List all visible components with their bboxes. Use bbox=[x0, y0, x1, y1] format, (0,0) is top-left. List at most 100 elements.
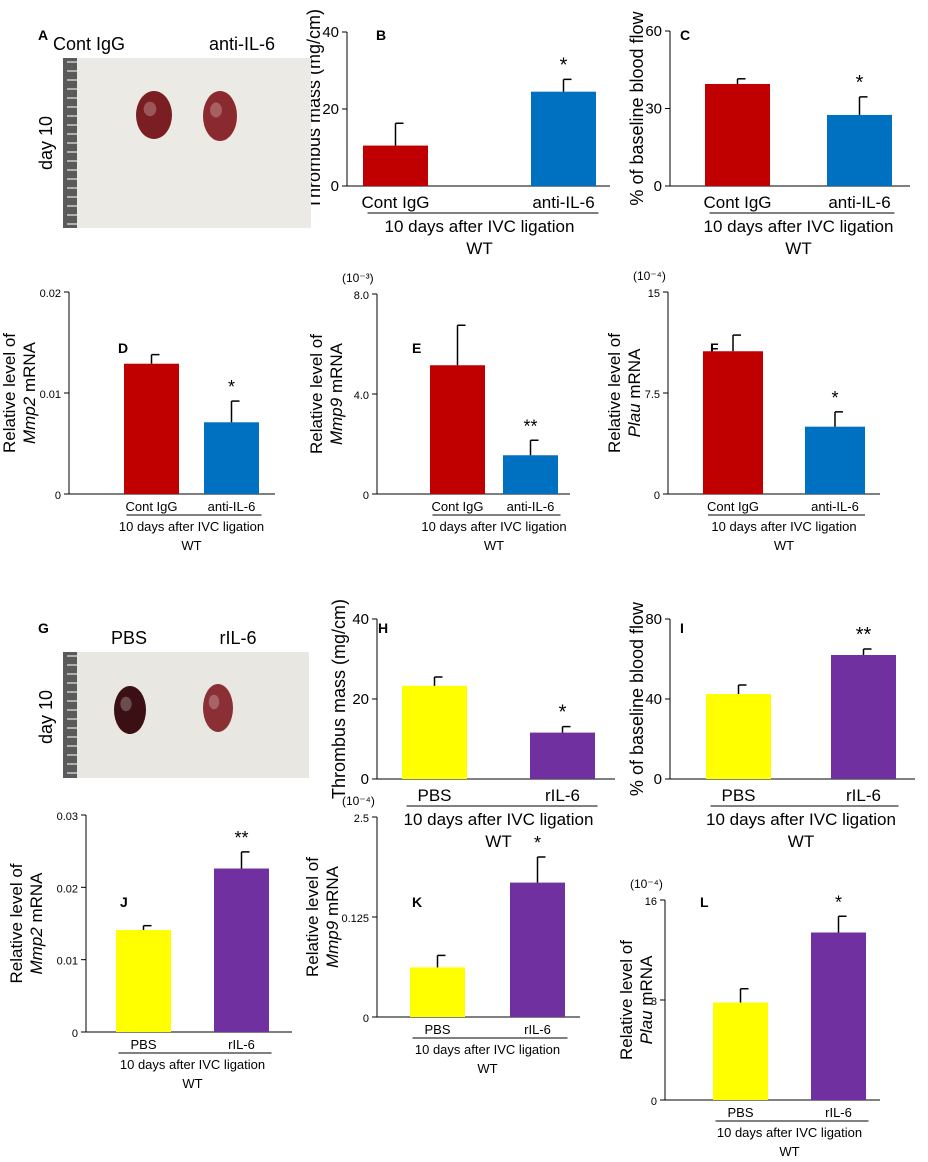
y-axis-label: % of baseline blood flow bbox=[627, 10, 647, 205]
y-axis-label-part: mRNA bbox=[637, 955, 656, 1010]
category-label: rIL-6 bbox=[545, 786, 580, 805]
y-tick-label: 0.02 bbox=[40, 288, 61, 300]
y-axis-label: Relative level of bbox=[0, 333, 19, 453]
group-label: WT bbox=[181, 538, 201, 553]
panel-letter: I bbox=[680, 620, 684, 636]
y-axis-label: % of baseline blood flow bbox=[627, 601, 647, 796]
y-tick-label: 0 bbox=[363, 490, 369, 502]
panel-letter: D bbox=[118, 340, 128, 356]
y-axis-label-part: Plau bbox=[625, 403, 644, 438]
category-label: rIL-6 bbox=[228, 1037, 255, 1052]
x-caption: 10 days after IVC ligation bbox=[120, 1057, 265, 1072]
category-label: Cont IgG bbox=[703, 193, 771, 212]
panel-letter: E bbox=[412, 340, 421, 356]
y-tick-label: 80 bbox=[645, 611, 662, 628]
y-tick-label: 0 bbox=[361, 771, 369, 788]
y-axis-label-part: mRNA bbox=[327, 342, 346, 397]
y-axis-label-line2: Mmp2 mRNA bbox=[20, 341, 39, 444]
panel-letter: L bbox=[700, 894, 709, 910]
bar-1 bbox=[402, 685, 467, 779]
photo-background bbox=[63, 652, 309, 778]
bar-1 bbox=[116, 930, 171, 1032]
y-tick-label: 0 bbox=[654, 490, 660, 502]
specimen-highlight bbox=[143, 101, 157, 117]
y-tick-label: 0 bbox=[651, 1096, 657, 1108]
significance-mark: * bbox=[831, 388, 838, 408]
y-tick-label: 20 bbox=[352, 691, 369, 708]
significance-mark: * bbox=[534, 833, 541, 853]
panel-e: E (10⁻³) 0 4.0 8.0 Cont IgG ** anti-IL-6 10 days… bbox=[307, 271, 570, 553]
panel-i: I 0 40 80 PBS ** rIL-6 10 days after IVC ligati… bbox=[627, 601, 915, 851]
y-axis-label-line2: Mmp9 mRNA bbox=[327, 342, 346, 445]
category-label: Cont IgG bbox=[125, 499, 177, 514]
exponent-note: (10⁻⁴) bbox=[633, 269, 666, 283]
bar-1 bbox=[706, 694, 771, 779]
group-label: WT bbox=[785, 239, 811, 258]
day-label: day 10 bbox=[36, 690, 56, 744]
y-axis-label: Relative level of bbox=[605, 333, 624, 453]
group-label: WT bbox=[484, 538, 504, 553]
bar-2 bbox=[827, 114, 892, 186]
bar-2 bbox=[510, 882, 565, 1017]
x-caption: 10 days after IVC ligation bbox=[385, 217, 575, 236]
category-label: PBS bbox=[721, 786, 755, 805]
bar-1 bbox=[124, 363, 179, 494]
y-tick-label: 8 bbox=[651, 996, 657, 1008]
panel-letter: C bbox=[680, 27, 690, 43]
y-axis-label-part: mRNA bbox=[625, 348, 644, 403]
y-axis-label-line2: Plau mRNA bbox=[625, 348, 644, 437]
bar-1 bbox=[705, 83, 770, 186]
y-axis-label-part: mRNA bbox=[20, 341, 39, 396]
y-tick-label: 40 bbox=[322, 24, 339, 41]
y-axis-label-line2: Plau mRNA bbox=[637, 955, 656, 1044]
panel-f: F (10⁻⁴) 0 7.5 15 Cont IgG * anti-IL-6 10 days a… bbox=[605, 269, 880, 553]
photo-label-left: Cont IgG bbox=[53, 34, 125, 54]
category-label: PBS bbox=[417, 786, 451, 805]
y-tick-label: 16 bbox=[645, 896, 657, 908]
panel-letter: F bbox=[710, 340, 719, 356]
y-axis-label: Relative level of bbox=[7, 863, 26, 983]
group-label: WT bbox=[779, 1144, 799, 1159]
category-label: anti-IL-6 bbox=[828, 193, 890, 212]
panel-b: B 0 20 40 Cont IgG * anti-IL-6 10 days after IV… bbox=[304, 9, 610, 258]
day-label: day 10 bbox=[36, 116, 56, 170]
y-tick-label: 0 bbox=[55, 490, 61, 502]
y-tick-label: 7.5 bbox=[645, 389, 660, 401]
y-tick-label: 0 bbox=[72, 1028, 78, 1040]
bar-2 bbox=[805, 426, 865, 494]
panel-letter: B bbox=[376, 27, 386, 43]
y-axis-label-part: mRNA bbox=[27, 872, 46, 927]
x-caption: 10 days after IVC ligation bbox=[704, 217, 894, 236]
x-caption: 10 days after IVC ligation bbox=[119, 519, 264, 534]
y-axis-label-part: mRNA bbox=[323, 865, 342, 920]
y-tick-label: 20 bbox=[322, 101, 339, 118]
y-tick-label: 0 bbox=[654, 771, 662, 788]
ruler bbox=[63, 652, 77, 778]
significance-mark: ** bbox=[234, 828, 248, 848]
x-caption: 10 days after IVC ligation bbox=[404, 810, 594, 829]
y-axis-label: Thrombus mass (mg/cm) bbox=[329, 599, 349, 799]
panel-letter: G bbox=[38, 620, 49, 636]
significance-mark: * bbox=[856, 72, 864, 94]
bar-1 bbox=[410, 967, 465, 1017]
y-tick-label: 0 bbox=[331, 178, 339, 195]
bar-2 bbox=[204, 422, 259, 494]
y-axis-label: Relative level of bbox=[617, 940, 636, 1060]
significance-mark: * bbox=[228, 377, 235, 397]
y-axis-label-part: Mmp9 bbox=[323, 920, 342, 968]
photo-label-right: anti-IL-6 bbox=[209, 34, 275, 54]
y-tick-label: 8.0 bbox=[354, 290, 369, 302]
x-caption: 10 days after IVC ligation bbox=[706, 810, 896, 829]
y-tick-label: 0 bbox=[654, 178, 662, 195]
category-label: anti-IL-6 bbox=[532, 193, 594, 212]
category-label: rIL-6 bbox=[524, 1022, 551, 1037]
y-tick-label: 60 bbox=[645, 23, 662, 40]
x-caption: 10 days after IVC ligation bbox=[711, 519, 856, 534]
category-label: PBS bbox=[424, 1022, 450, 1037]
bar-2 bbox=[214, 868, 269, 1032]
significance-mark: ** bbox=[523, 416, 537, 436]
specimen-highlight bbox=[120, 696, 132, 712]
x-caption: 10 days after IVC ligation bbox=[717, 1125, 862, 1140]
x-caption: 10 days after IVC ligation bbox=[421, 519, 566, 534]
photo-panel-g: G PBS rIL-6 day 10 bbox=[36, 620, 309, 778]
